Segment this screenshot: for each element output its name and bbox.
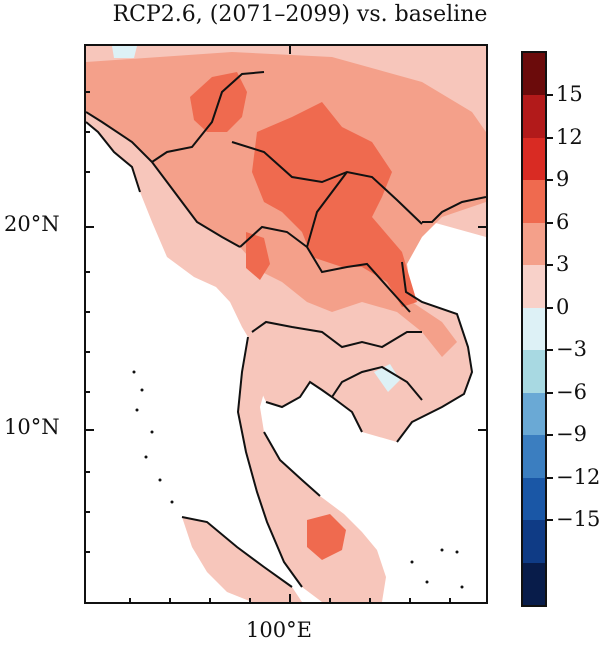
colorbar-segment (523, 562, 545, 606)
colorbar-segment (523, 520, 545, 564)
colorbar-segment (523, 265, 545, 309)
colorbar-segment (523, 350, 545, 394)
temperature-change-map (86, 46, 486, 602)
sumatra-region (182, 517, 302, 602)
map-title: RCP2.6, (2071–2099) vs. baseline (112, 2, 488, 27)
colorbar-tick-label: 15 (556, 82, 583, 107)
colorbar-tick-label: 12 (556, 124, 583, 149)
colorbar-segment (523, 307, 545, 351)
latitude-label-20n: 20°N (4, 212, 60, 236)
colorbar (521, 51, 547, 607)
colorbar-tick (547, 264, 553, 267)
colorbar-segment (523, 53, 545, 96)
colorbar-tick (547, 349, 553, 352)
country-borders (86, 71, 486, 588)
colorbar-tick-label: 3 (556, 252, 570, 277)
colorbar-tick-label: −3 (556, 337, 587, 362)
colorbar-tick (547, 136, 553, 139)
colorbar-tick (547, 306, 553, 309)
colorbar-tick-label: −15 (556, 507, 600, 532)
colorbar-segment (523, 222, 545, 266)
colorbar-tick (547, 179, 553, 182)
colorbar-tick (547, 94, 553, 97)
colorbar-tick-label: −6 (556, 379, 587, 404)
axis-ticks (86, 46, 486, 602)
hot-patch-peninsula (307, 514, 346, 560)
colorbar-tick-label: 6 (556, 209, 570, 234)
colorbar-tick (547, 221, 553, 224)
cool-patch-north (112, 46, 137, 58)
colorbar-tick (547, 391, 553, 394)
colorbar-tick (547, 519, 553, 522)
hot-patch-south (246, 232, 270, 280)
colorbar-tick-label: 9 (556, 167, 570, 192)
colorbar-tick (547, 434, 553, 437)
peninsula-region (238, 332, 386, 602)
hot-patch-center (252, 102, 417, 307)
colorbar-segment (523, 435, 545, 479)
colorbar-tick-label: −12 (556, 464, 600, 489)
colorbar-segment (523, 392, 545, 436)
colorbar-tick-label: −9 (556, 422, 587, 447)
colorbar-segment (523, 180, 545, 224)
colorbar-tick (547, 476, 553, 479)
coastline-islands (132, 370, 464, 589)
map-panel (84, 44, 488, 604)
colorbar-segment (523, 477, 545, 521)
latitude-label-10n: 10°N (4, 415, 60, 439)
colorbar-tick-label: 0 (556, 294, 570, 319)
colorbar-segment (523, 137, 545, 181)
colorbar-segment (523, 95, 545, 139)
cool-patch-coast (374, 364, 400, 392)
longitude-label-100e: 100°E (246, 618, 312, 642)
